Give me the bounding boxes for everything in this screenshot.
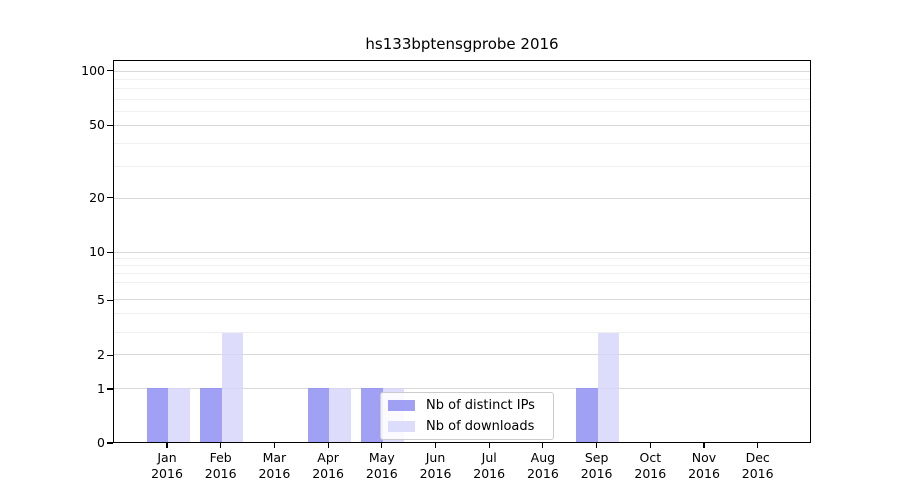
gridline-minor	[114, 257, 810, 259]
x-tick-mark	[273, 443, 275, 448]
legend-item-downloads: Nb of downloads	[388, 419, 545, 434]
y-tick-label: 100	[81, 62, 105, 78]
y-tick-label: 20	[89, 189, 105, 205]
y-tick-mark	[107, 124, 113, 126]
x-tick-label: Mar 2016	[258, 450, 291, 481]
gridline-minor	[114, 143, 810, 145]
x-tick-mark	[220, 443, 222, 448]
bar-distinct-ips	[307, 388, 330, 442]
x-tick-mark	[327, 443, 329, 448]
bar-downloads	[329, 388, 351, 442]
y-tick-label: 1	[97, 381, 105, 396]
x-tick-label: Dec 2016	[741, 450, 774, 481]
x-tick-mark	[434, 443, 437, 448]
gridline-minor	[114, 111, 810, 113]
bar-distinct-ips	[146, 388, 168, 442]
bar-distinct-ips	[361, 388, 383, 442]
x-tick-mark	[488, 443, 490, 448]
x-tick-label: May 2016	[365, 450, 398, 481]
gridline-major	[114, 354, 810, 356]
x-tick-mark	[649, 443, 651, 448]
y-tick-label: 0	[97, 435, 105, 450]
x-tick-mark	[596, 443, 598, 448]
x-tick-label: Jul 2016	[473, 450, 506, 481]
gridline-major	[114, 299, 810, 301]
chart-title: hs133bptensgprobe 2016	[365, 35, 559, 53]
x-tick-mark	[166, 443, 168, 448]
x-tick-mark	[381, 443, 383, 448]
gridline-minor	[114, 273, 810, 275]
x-tick-label: Nov 2016	[688, 450, 720, 481]
gridline-major	[114, 125, 810, 127]
bar-distinct-ips	[576, 388, 598, 442]
bar-downloads	[168, 388, 190, 442]
x-tick-label: Jan 2016	[151, 450, 183, 481]
x-tick-label: Jun 2016	[419, 450, 452, 481]
legend-swatch-downloads	[388, 421, 415, 432]
gridline-major	[114, 71, 810, 73]
gridline-minor	[114, 99, 810, 101]
bar-distinct-ips	[200, 388, 222, 442]
legend-label-downloads: Nb of downloads	[426, 419, 535, 434]
y-tick-mark	[107, 354, 113, 356]
x-tick-label: Oct 2016	[634, 450, 667, 481]
x-tick-label: Feb 2016	[204, 450, 237, 481]
gridline-minor	[114, 332, 810, 334]
y-tick-label: 10	[89, 244, 105, 260]
gridline-minor	[114, 165, 810, 167]
y-tick-label: 5	[97, 292, 105, 308]
y-tick-mark	[107, 388, 113, 390]
x-tick-label: Apr 2016	[312, 450, 344, 481]
gridline-minor	[114, 79, 810, 81]
legend-item-distinct-ips: Nb of distinct IPs	[388, 398, 545, 413]
x-tick-mark	[542, 443, 544, 448]
bar-downloads	[221, 332, 244, 442]
gridline-major	[114, 387, 810, 389]
legend: Nb of distinct IPs Nb of downloads	[380, 392, 554, 440]
legend-swatch-distinct-ips	[388, 400, 415, 411]
x-tick-label: Aug 2016	[526, 450, 559, 481]
x-tick-mark	[757, 443, 759, 448]
y-tick-label: 50	[89, 117, 105, 133]
bar-downloads	[597, 332, 620, 442]
y-tick-label: 2	[97, 347, 105, 363]
x-tick-label: Sep 2016	[580, 450, 613, 481]
gridline-minor	[114, 88, 810, 90]
plot-area: Nb of distinct IPs Nb of downloads	[113, 60, 811, 443]
y-tick-mark	[107, 70, 113, 72]
x-tick-mark	[703, 443, 705, 448]
y-tick-mark	[107, 251, 113, 253]
y-tick-mark	[107, 197, 113, 199]
gridline-major	[114, 197, 810, 199]
gridline-minor	[114, 282, 810, 284]
y-tick-mark	[107, 442, 113, 444]
gridline-minor	[114, 313, 810, 315]
legend-label-distinct-ips: Nb of distinct IPs	[426, 398, 535, 413]
gridline-minor	[114, 265, 810, 267]
y-tick-mark	[107, 299, 113, 301]
gridline-major	[114, 251, 810, 253]
